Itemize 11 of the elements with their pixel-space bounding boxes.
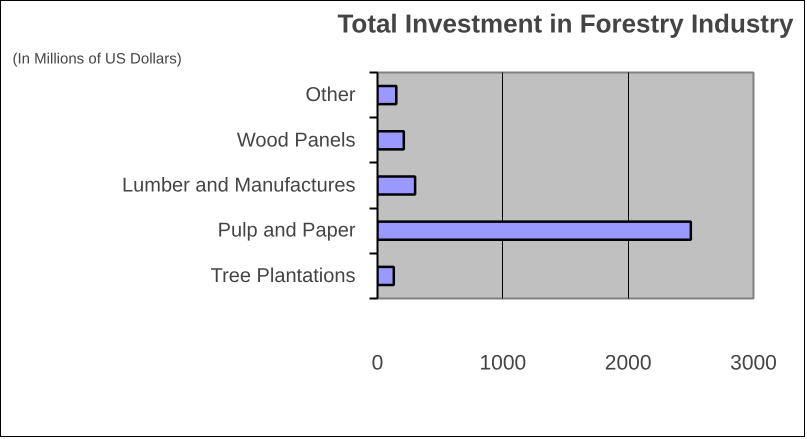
x-tick-label: 2000 — [604, 352, 652, 374]
x-tick-label: 0 — [372, 352, 384, 374]
y-tick-label: Wood Panels — [236, 129, 356, 152]
chart-title: Total Investment in Forestry Industry — [337, 8, 794, 38]
y-tick-label: Other — [305, 84, 356, 106]
y-tick-label: Pulp and Paper — [218, 220, 356, 242]
y-tick-label: Lumber and Manufactures — [122, 174, 356, 196]
text: (In Millions of US Dollars) — [12, 50, 182, 68]
x-tick-label: 1000 — [479, 352, 526, 374]
x-tick-label: 3000 — [730, 352, 777, 374]
y-tick-label: Tree Plantations — [210, 264, 356, 287]
